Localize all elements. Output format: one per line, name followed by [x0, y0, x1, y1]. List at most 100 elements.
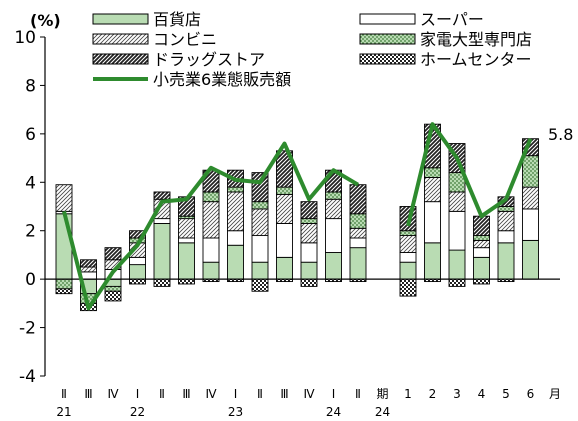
- bar-segment: [153, 222, 171, 280]
- y-tick-label: -2: [19, 319, 36, 339]
- x-tick-label: Ⅳ: [205, 387, 216, 401]
- bar-segment: [349, 247, 367, 280]
- bar-segment: [251, 201, 269, 210]
- bar-segment: [497, 230, 515, 244]
- bar-segment: [202, 201, 220, 239]
- bar-segment: [522, 155, 539, 188]
- x-tick-label: Ⅲ: [280, 387, 288, 401]
- bar-segment: [399, 235, 417, 253]
- legend-swatch: [359, 53, 416, 65]
- bar-segment: [300, 218, 318, 224]
- x-tick-label: Ⅳ: [303, 387, 314, 401]
- bar-segment: [202, 191, 220, 203]
- legend-label: 小売業6業態販売額: [153, 70, 291, 89]
- bar-segment: [522, 239, 539, 280]
- x-tick-label: Ⅰ: [332, 387, 336, 401]
- bar-segment: [349, 227, 367, 239]
- x-tick-label: Ⅳ: [107, 387, 118, 401]
- x-year-label: 21: [56, 405, 71, 419]
- x-axis: Ⅱ Ⅲ Ⅳ Ⅰ Ⅱ Ⅲ Ⅳ Ⅰ Ⅱ Ⅲ Ⅳ Ⅰ Ⅱ 期 1 2 3 4 5 6 月21 22 23 24 24: [56, 387, 561, 419]
- x-year-label: 22: [130, 405, 145, 419]
- bar-segment: [276, 186, 293, 195]
- bar-segment: [349, 213, 367, 229]
- bar-segment: [202, 261, 220, 280]
- bar-segment: [80, 266, 97, 273]
- bar-segment: [276, 193, 293, 224]
- bar-segment: [276, 150, 293, 188]
- y-tick-label: 2: [25, 222, 36, 242]
- legend-label: 家電大型専門店: [420, 30, 532, 49]
- bar-segment: [473, 278, 490, 285]
- bar-segment: [80, 259, 97, 268]
- bar-segment: [325, 252, 342, 280]
- bar-segment: [325, 218, 342, 253]
- bar-stacks: [55, 123, 539, 312]
- y-tick-label: 0: [25, 270, 36, 290]
- bar-segment: [227, 186, 244, 193]
- unit-label: (%): [30, 11, 61, 30]
- bar-segment: [227, 230, 244, 246]
- bar-segment: [129, 256, 146, 266]
- bar-segment: [104, 285, 122, 292]
- bar-segment: [424, 201, 441, 244]
- x-tick-label: 月: [549, 387, 561, 401]
- x-tick-label: 3: [453, 387, 461, 401]
- legend-swatch: [92, 33, 149, 45]
- bar-segment: [325, 198, 342, 220]
- x-tick-label: Ⅲ: [84, 387, 92, 401]
- bar-segment: [55, 288, 73, 295]
- x-tick-label: Ⅰ: [136, 387, 140, 401]
- bar-segment: [202, 237, 220, 263]
- bar-segment: [522, 186, 539, 210]
- bar-segment: [300, 278, 318, 287]
- bar-segment: [276, 256, 293, 280]
- bar-segment: [473, 235, 490, 241]
- y-tick-label: 4: [25, 173, 36, 193]
- bar-segment: [153, 278, 171, 287]
- bar-segment: [153, 218, 171, 224]
- legend-label: スーパー: [420, 10, 484, 29]
- legend-swatch: [359, 33, 416, 45]
- bar-segment: [178, 242, 195, 280]
- bar-segment: [251, 172, 269, 203]
- x-tick-label: 6: [527, 387, 535, 401]
- bar-segment: [55, 184, 73, 212]
- bar-segment: [251, 278, 269, 292]
- y-tick-label: 6: [25, 125, 36, 145]
- bar-segment: [251, 235, 269, 263]
- bar-segment: [178, 237, 195, 244]
- bar-segment: [497, 242, 515, 280]
- bar-segment: [153, 191, 171, 200]
- x-tick-label: Ⅱ: [257, 387, 263, 401]
- line-quarterly: [62, 141, 360, 311]
- bar-segment: [55, 213, 73, 280]
- bar-segment: [300, 242, 318, 263]
- bar-segment: [424, 242, 441, 280]
- bar-segment: [399, 261, 417, 280]
- bar-segment: [178, 278, 195, 285]
- bar-segment: [473, 239, 490, 249]
- bar-segment: [276, 222, 293, 258]
- y-tick-label: 8: [25, 76, 36, 96]
- legend-swatch: [359, 13, 416, 25]
- x-tick-label: Ⅱ: [159, 387, 165, 401]
- bar-segment: [448, 249, 466, 280]
- bar-segment: [129, 278, 146, 285]
- bar-segment: [473, 215, 490, 237]
- legend-swatch: [92, 13, 149, 25]
- bar-segment: [399, 278, 417, 297]
- bar-segment: [300, 201, 318, 220]
- bar-segment: [251, 261, 269, 280]
- bar-segment: [522, 208, 539, 241]
- bar-segment: [497, 206, 515, 212]
- bar-segment: [349, 237, 367, 249]
- bar-segment: [448, 278, 466, 287]
- legend-label: ホームセンター: [420, 50, 532, 69]
- bar-segment: [104, 247, 122, 261]
- total-line-series: [62, 122, 533, 311]
- bar-segment: [424, 167, 441, 178]
- x-tick-label: 2: [429, 387, 437, 401]
- bar-segment: [399, 230, 417, 237]
